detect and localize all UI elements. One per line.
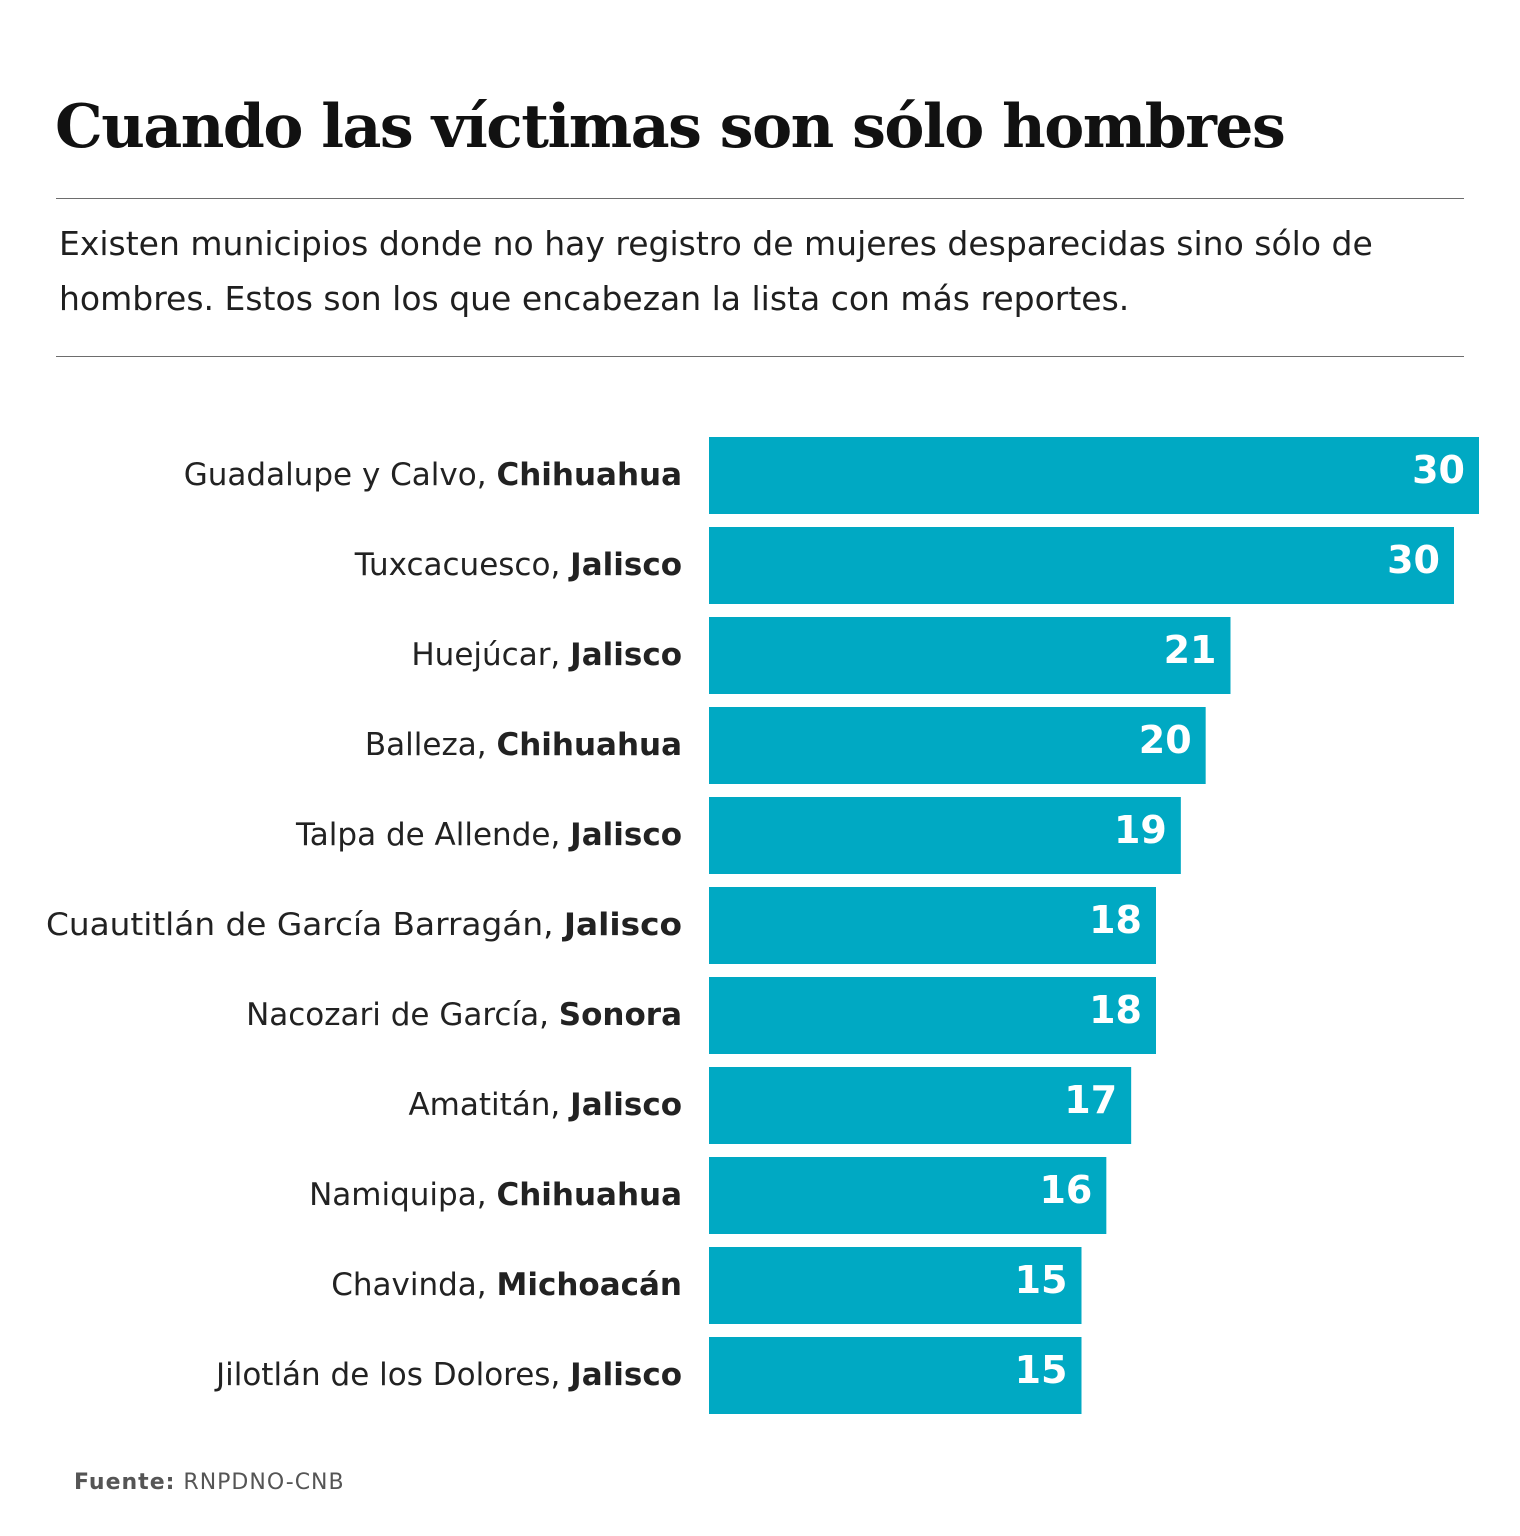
top-divider bbox=[56, 198, 1464, 199]
municipio-label: Nacozari de García, bbox=[246, 997, 559, 1033]
municipio-label: Cuautitlán de García Barragán, bbox=[46, 907, 564, 943]
bar-value-label: 21 bbox=[1164, 628, 1217, 672]
bar-value-label: 30 bbox=[1412, 448, 1465, 492]
municipio-label: Chavinda, bbox=[331, 1267, 496, 1303]
category-label: Huejúcar, Jalisco bbox=[411, 637, 682, 673]
chart-subtitle: Existen municipios donde no hay registro… bbox=[59, 224, 1373, 318]
category-label: Tuxcacuesco, Jalisco bbox=[354, 547, 682, 583]
category-label: Amatitán, Jalisco bbox=[408, 1087, 682, 1123]
bar bbox=[709, 887, 1156, 964]
bar bbox=[709, 1157, 1107, 1234]
bar bbox=[709, 617, 1231, 694]
estado-label: Jalisco bbox=[568, 637, 682, 673]
bottom-divider bbox=[56, 356, 1464, 357]
chart-title: Cuando las víctimas son sólo hombres bbox=[55, 92, 1286, 162]
source-note: Fuente: RNPDNO-CNB bbox=[74, 1470, 345, 1495]
bar-value-label: 18 bbox=[1089, 898, 1142, 942]
bar bbox=[709, 1247, 1082, 1324]
category-label: Chavinda, Michoacán bbox=[331, 1267, 682, 1303]
estado-label: Chihuahua bbox=[496, 1177, 682, 1213]
category-label: Guadalupe y Calvo, Chihuahua bbox=[184, 457, 682, 493]
municipio-label: Tuxcacuesco, bbox=[354, 547, 570, 583]
bar bbox=[709, 1337, 1082, 1414]
category-label: Nacozari de García, Sonora bbox=[246, 997, 682, 1033]
category-label: Cuautitlán de García Barragán, Jalisco bbox=[46, 907, 682, 943]
bar-value-label: 19 bbox=[1114, 808, 1167, 852]
municipio-label: Balleza, bbox=[365, 727, 497, 763]
estado-label: Sonora bbox=[559, 997, 682, 1033]
municipio-label: Guadalupe y Calvo, bbox=[184, 457, 497, 493]
estado-label: Jalisco bbox=[568, 1357, 682, 1393]
bar bbox=[709, 707, 1206, 784]
bar-value-label: 17 bbox=[1064, 1078, 1117, 1122]
estado-label: Chihuahua bbox=[496, 457, 682, 493]
municipio-label: Amatitán, bbox=[408, 1087, 570, 1123]
municipio-label: Jilotlán de los Dolores, bbox=[214, 1357, 570, 1393]
bar-value-label: 18 bbox=[1089, 988, 1142, 1032]
source-value: RNPDNO-CNB bbox=[183, 1470, 345, 1495]
bar-value-label: 15 bbox=[1015, 1258, 1068, 1302]
bar-value-label: 30 bbox=[1387, 538, 1440, 582]
bar bbox=[709, 797, 1181, 874]
source-label: Fuente: bbox=[74, 1470, 176, 1495]
category-label: Talpa de Allende, Jalisco bbox=[295, 817, 682, 853]
category-label: Balleza, Chihuahua bbox=[365, 727, 682, 763]
bar bbox=[709, 977, 1156, 1054]
bar bbox=[709, 527, 1454, 604]
category-label: Jilotlán de los Dolores, Jalisco bbox=[214, 1357, 682, 1393]
municipio-label: Namiquipa, bbox=[309, 1177, 496, 1213]
bar-value-label: 20 bbox=[1139, 718, 1192, 762]
estado-label: Michoacán bbox=[496, 1267, 682, 1303]
estado-label: Jalisco bbox=[568, 547, 682, 583]
estado-label: Chihuahua bbox=[496, 727, 682, 763]
bar bbox=[709, 1067, 1132, 1144]
municipio-label: Huejúcar, bbox=[411, 637, 570, 673]
municipio-label: Talpa de Allende, bbox=[295, 817, 570, 853]
estado-label: Jalisco bbox=[562, 907, 682, 943]
bar-value-label: 15 bbox=[1015, 1348, 1068, 1392]
estado-label: Jalisco bbox=[568, 1087, 682, 1123]
estado-label: Jalisco bbox=[568, 817, 682, 853]
bar-value-label: 16 bbox=[1039, 1168, 1092, 1212]
bar bbox=[709, 437, 1479, 514]
category-label: Namiquipa, Chihuahua bbox=[309, 1177, 682, 1213]
